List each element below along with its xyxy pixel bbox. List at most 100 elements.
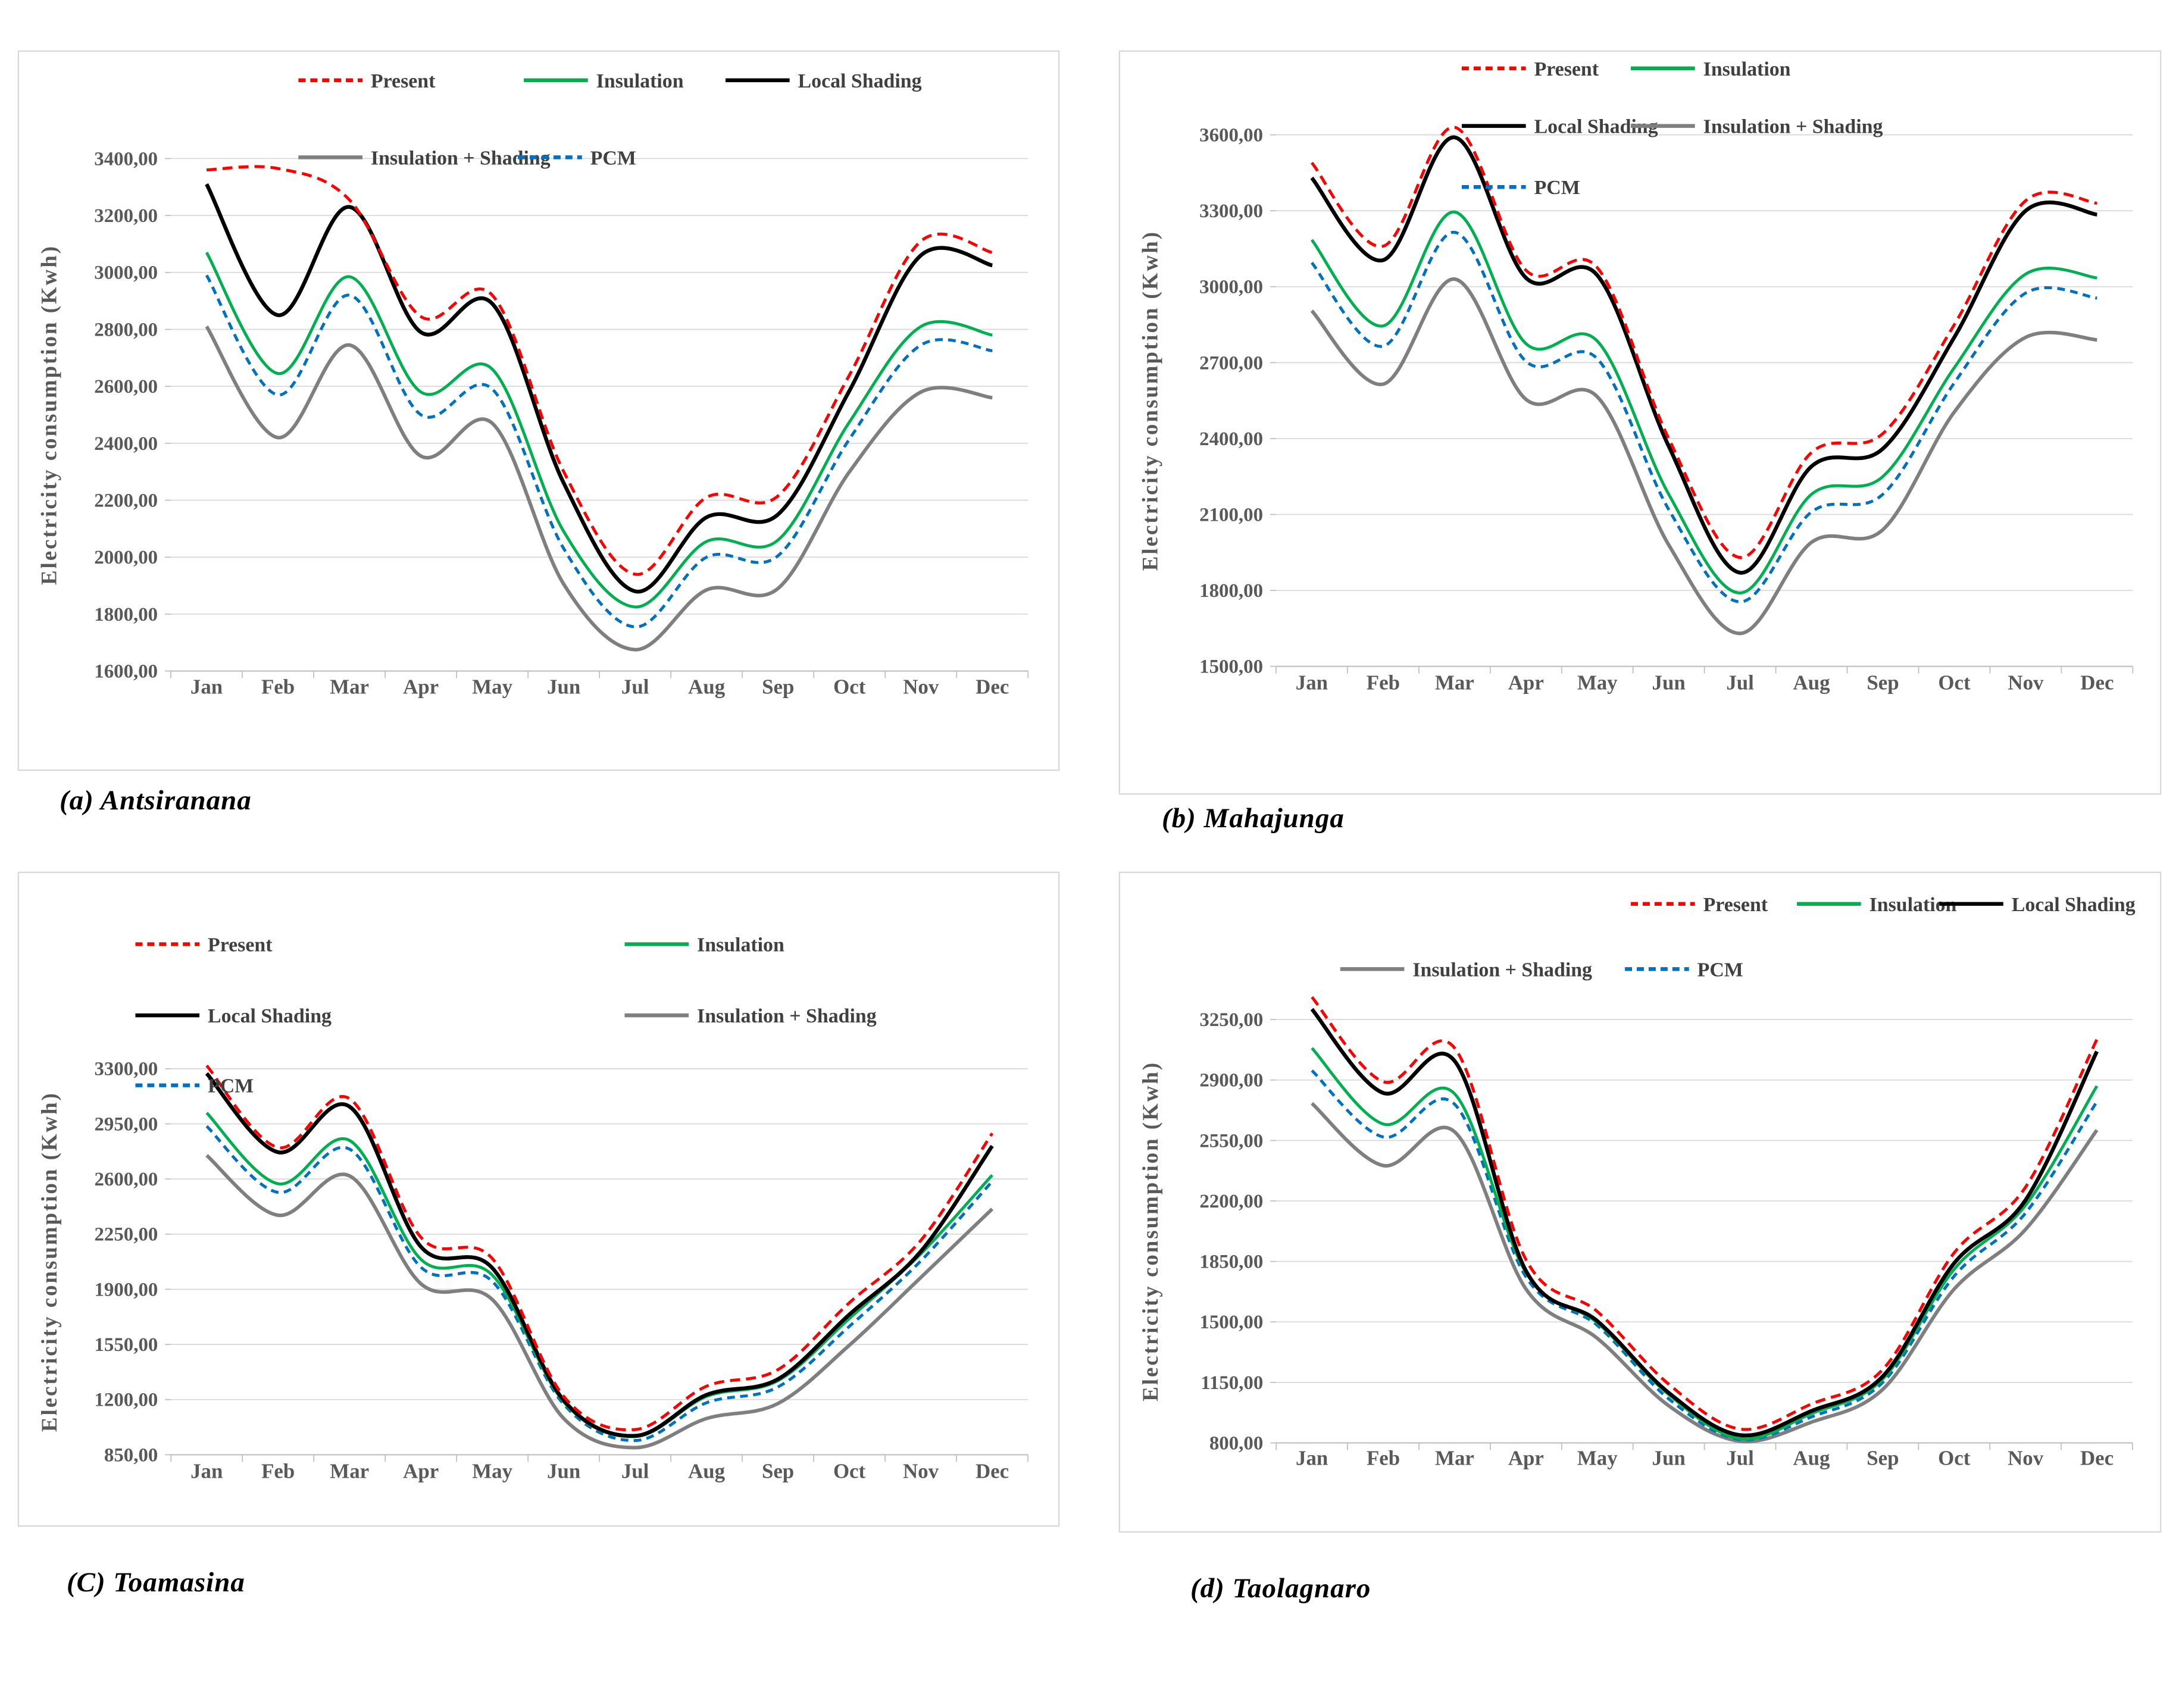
legend-item-present: Present xyxy=(135,934,273,956)
svg-text:3600,00: 3600,00 xyxy=(1199,125,1263,146)
svg-text:May: May xyxy=(472,675,512,698)
legend-item-local_shading: Local Shading xyxy=(725,70,922,92)
series-lines xyxy=(1310,126,2097,636)
svg-text:Nov: Nov xyxy=(2008,1446,2044,1469)
gridlines xyxy=(1270,1019,2133,1450)
legend-item-insulation_shading: Insulation + Shading xyxy=(298,147,551,169)
svg-text:Apr: Apr xyxy=(1508,1446,1544,1469)
svg-text:Jun: Jun xyxy=(547,1459,580,1482)
x-axis-month-labels: Jan Feb Mar Apr May Jun Jul Aug Sep Oct Nov Dec xyxy=(1296,671,2114,695)
svg-text:2900,00: 2900,00 xyxy=(1199,1070,1263,1091)
legend-item-pcm: PCM xyxy=(518,147,636,169)
series-line-present xyxy=(1311,126,2097,559)
legend-label-local_shading: Local Shading xyxy=(798,70,922,92)
svg-text:1550,00: 1550,00 xyxy=(94,1334,158,1356)
series-line-local_shading xyxy=(205,183,993,594)
y-axis-title: Electricity consumption (Kwh) xyxy=(1138,230,1163,571)
legend-item-present: Present xyxy=(1631,894,1768,916)
svg-text:Oct: Oct xyxy=(833,1459,866,1482)
series-line-insulation xyxy=(205,252,993,609)
svg-text:Feb: Feb xyxy=(1367,1446,1400,1469)
series-line-pcm xyxy=(1311,230,2097,603)
legend-label-present: Present xyxy=(1534,58,1599,80)
y-axis-title: Electricity consumption (Kwh) xyxy=(37,245,62,585)
series-line-present xyxy=(206,165,993,576)
svg-text:May: May xyxy=(472,1459,512,1482)
svg-text:850,00: 850,00 xyxy=(104,1444,158,1466)
gridlines xyxy=(165,1068,1028,1462)
svg-text:Dec: Dec xyxy=(976,1459,1009,1482)
svg-text:Feb: Feb xyxy=(1367,671,1400,695)
legend-label-insulation_shading: Insulation + Shading xyxy=(1703,116,1883,138)
svg-text:1200,00: 1200,00 xyxy=(94,1390,158,1411)
legend-label-insulation: Insulation xyxy=(1703,58,1791,80)
series-line-pcm xyxy=(205,274,993,628)
legend-label-pcm: PCM xyxy=(208,1075,254,1097)
svg-text:3000,00: 3000,00 xyxy=(1199,277,1263,298)
legend-label-present: Present xyxy=(208,934,273,956)
caption-mahajunga: (b) Mahajunga xyxy=(1162,803,1345,834)
svg-text:2800,00: 2800,00 xyxy=(94,319,158,340)
legend-label-insulation: Insulation xyxy=(596,70,684,92)
svg-text:1800,00: 1800,00 xyxy=(1199,580,1263,602)
gridlines xyxy=(1270,134,2134,674)
svg-text:Apr: Apr xyxy=(403,1459,439,1482)
x-axis-month-labels: Jan Feb Mar Apr May Jun Jul Aug Sep Oct Nov Dec xyxy=(190,675,1009,698)
legend-item-local_shading: Local Shading xyxy=(1939,894,2136,916)
svg-text:Sep: Sep xyxy=(1867,1446,1899,1469)
svg-text:May: May xyxy=(1577,671,1618,695)
svg-text:2200,00: 2200,00 xyxy=(94,490,158,511)
series-line-insulation_shading xyxy=(205,326,993,652)
svg-text:Jan: Jan xyxy=(1296,671,1328,695)
svg-text:Aug: Aug xyxy=(688,675,726,698)
legend-item-pcm: PCM xyxy=(1461,177,1580,199)
series-line-present xyxy=(1311,996,2099,1431)
legend-item-insulation_shading: Insulation + Shading xyxy=(624,1005,877,1027)
svg-text:3300,00: 3300,00 xyxy=(94,1059,158,1080)
svg-text:2200,00: 2200,00 xyxy=(1199,1191,1263,1212)
x-axis-month-labels: Jan Feb Mar Apr May Jun Jul Aug Sep Oct Nov Dec xyxy=(190,1459,1009,1482)
series-line-insulation xyxy=(1310,210,2097,595)
svg-text:3000,00: 3000,00 xyxy=(94,262,158,284)
svg-text:2550,00: 2550,00 xyxy=(1199,1130,1263,1152)
svg-text:2250,00: 2250,00 xyxy=(94,1224,158,1246)
svg-text:2950,00: 2950,00 xyxy=(94,1113,158,1135)
svg-text:Nov: Nov xyxy=(903,675,939,698)
legend-label-present: Present xyxy=(371,70,436,92)
svg-text:Jun: Jun xyxy=(1652,1446,1686,1469)
legend-item-insulation: Insulation xyxy=(524,70,684,92)
series-lines xyxy=(1310,996,2099,1444)
legend-label-local_shading: Local Shading xyxy=(2012,894,2136,916)
legend-label-insulation_shading: Insulation + Shading xyxy=(697,1005,877,1027)
svg-text:Aug: Aug xyxy=(688,1459,726,1482)
series-line-insulation_shading xyxy=(1311,1102,2099,1444)
series-line-present xyxy=(205,1064,994,1432)
svg-text:1850,00: 1850,00 xyxy=(1199,1252,1263,1273)
svg-text:Oct: Oct xyxy=(833,675,866,698)
chart-taolagnaro: 3250,00 2900,00 2550,00 2200,00 1850,00 1500,… xyxy=(1119,872,2161,1532)
svg-text:2100,00: 2100,00 xyxy=(1199,504,1263,525)
series-line-pcm xyxy=(205,1125,993,1443)
svg-text:Aug: Aug xyxy=(1793,671,1831,695)
svg-text:Oct: Oct xyxy=(1938,671,1971,695)
svg-text:Sep: Sep xyxy=(1867,671,1899,695)
chart-svg-antsiranana: 3400,00 3200,00 3000,00 2800,00 2600,00 2400,… xyxy=(37,70,1029,698)
svg-text:2000,00: 2000,00 xyxy=(94,547,158,568)
series-line-insulation xyxy=(1311,1047,2099,1441)
svg-text:3200,00: 3200,00 xyxy=(94,205,158,227)
legend-label-insulation: Insulation xyxy=(697,934,784,956)
svg-text:2400,00: 2400,00 xyxy=(1199,428,1263,450)
y-axis-tick-labels: 3250,00 2900,00 2550,00 2200,00 1850,00 1500,… xyxy=(1199,1009,1263,1454)
legend-label-pcm: PCM xyxy=(1697,959,1743,981)
svg-text:Nov: Nov xyxy=(2008,671,2044,695)
legend-item-insulation: Insulation xyxy=(1631,58,1791,80)
legend-label-insulation_shading: Insulation + Shading xyxy=(1412,959,1592,981)
svg-text:Sep: Sep xyxy=(762,675,794,698)
svg-text:Jun: Jun xyxy=(547,675,580,698)
svg-text:Jul: Jul xyxy=(621,1459,649,1482)
chart-antsiranana: 3400,00 3200,00 3000,00 2800,00 2600,00 2400,… xyxy=(18,51,1059,771)
series-line-pcm xyxy=(1311,1069,2099,1441)
svg-text:Jan: Jan xyxy=(190,1459,223,1482)
svg-text:May: May xyxy=(1577,1446,1618,1469)
svg-text:1900,00: 1900,00 xyxy=(94,1279,158,1300)
